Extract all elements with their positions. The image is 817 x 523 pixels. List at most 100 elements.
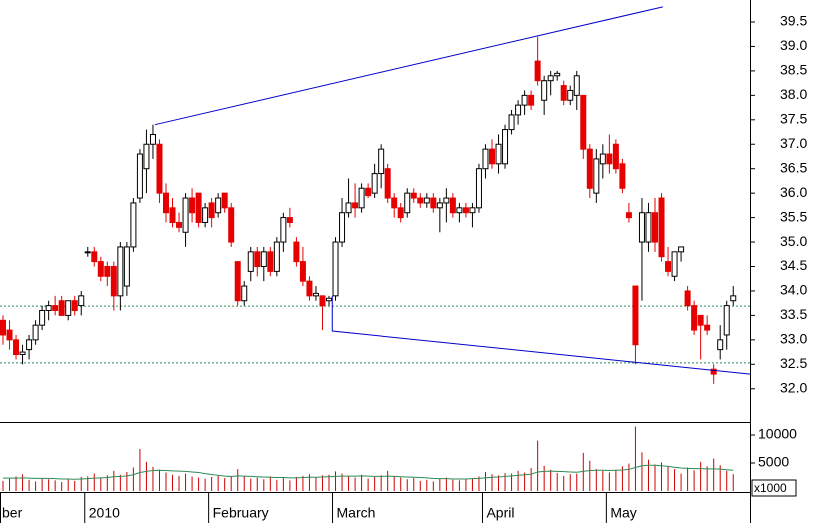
candle-body xyxy=(195,192,202,223)
candle-body xyxy=(606,153,613,165)
candle-body xyxy=(332,241,339,297)
candle-body xyxy=(208,202,215,219)
trendline xyxy=(154,6,663,126)
candle-body xyxy=(671,251,678,277)
candle-body xyxy=(365,187,372,197)
candle-body xyxy=(469,207,476,214)
candle-body xyxy=(534,60,541,82)
candle-body xyxy=(84,251,91,254)
y-tick-label: 34.0 xyxy=(780,282,807,298)
candle-body xyxy=(71,300,78,312)
candle-body xyxy=(352,202,359,209)
volume-unit: x1000 xyxy=(754,481,787,495)
candle-body xyxy=(371,173,378,194)
candle-body xyxy=(586,148,593,189)
candle-body xyxy=(58,300,65,316)
x-tick-label: February xyxy=(213,505,269,521)
candle-body xyxy=(45,305,52,312)
y-tick-label: 39.0 xyxy=(780,37,807,53)
candle-body xyxy=(176,221,183,228)
candle-body xyxy=(632,285,639,346)
candle-body xyxy=(391,197,398,209)
candle-body xyxy=(345,202,352,214)
candle-body xyxy=(78,295,85,307)
candle-body xyxy=(462,207,469,214)
candle-body xyxy=(515,104,522,116)
candle-body xyxy=(730,295,737,302)
candle-body xyxy=(13,339,20,356)
candle-body xyxy=(684,290,691,307)
candle-body xyxy=(182,197,189,233)
candle-body xyxy=(378,148,385,175)
unit-box xyxy=(751,479,797,497)
candle-body xyxy=(482,148,489,170)
candle-body xyxy=(91,251,98,263)
y-tick-label: 32.0 xyxy=(780,379,807,395)
candle-body xyxy=(580,94,587,150)
candle-body xyxy=(612,143,619,170)
candle-body xyxy=(0,319,6,336)
candle-body xyxy=(404,192,411,214)
x-tick-label: ber xyxy=(2,505,23,521)
candle-body xyxy=(32,324,39,341)
candle-body xyxy=(293,241,300,263)
candle-body xyxy=(430,197,437,209)
candle-body xyxy=(19,351,26,356)
y-tick-label: 33.5 xyxy=(780,306,807,322)
candle-body xyxy=(267,251,274,272)
candle-body xyxy=(560,85,567,101)
y-tick-label: 38.5 xyxy=(780,62,807,78)
candle-body xyxy=(625,212,632,219)
candle-body xyxy=(280,217,287,243)
candle-body xyxy=(475,168,482,209)
candle-body xyxy=(136,153,143,199)
candle-body xyxy=(6,329,13,341)
y-tick-label: 35.5 xyxy=(780,208,807,224)
candle-body xyxy=(215,197,222,214)
candle-body xyxy=(326,297,332,302)
candle-body xyxy=(723,305,730,336)
candle-body xyxy=(489,148,495,165)
candle-body xyxy=(717,339,724,351)
candle-body xyxy=(110,266,117,297)
candle-body xyxy=(528,94,535,106)
candle-body xyxy=(228,207,235,243)
trendline xyxy=(331,295,751,375)
candle-body xyxy=(638,212,645,243)
candle-body xyxy=(599,153,606,165)
candle-body xyxy=(384,168,391,199)
candle-body xyxy=(456,207,463,214)
candle-body xyxy=(410,192,417,199)
candle-body xyxy=(260,251,267,268)
candle-body xyxy=(665,261,672,272)
candle-body xyxy=(358,187,365,209)
x-tick-label: April xyxy=(486,505,514,521)
candle-body xyxy=(397,207,404,219)
candle-body xyxy=(65,300,72,316)
candle-body xyxy=(521,94,528,106)
candle-body xyxy=(652,212,658,243)
candle-body xyxy=(704,324,711,331)
candle-body xyxy=(502,129,509,165)
candle-body xyxy=(299,261,306,282)
candle-body xyxy=(449,197,456,214)
candle-body xyxy=(254,251,261,268)
candle-body xyxy=(339,212,346,243)
candle-body xyxy=(443,197,450,204)
candle-body xyxy=(123,246,130,287)
candle-body xyxy=(221,192,228,209)
candle-body xyxy=(104,266,111,277)
candle-body xyxy=(541,80,548,101)
candle-body xyxy=(97,261,104,277)
candle-body xyxy=(143,143,150,170)
candle-body xyxy=(658,197,665,258)
candle-body xyxy=(52,305,59,312)
y-tick-label: 39.5 xyxy=(780,13,807,29)
candle-body xyxy=(202,207,209,223)
candle-body xyxy=(169,207,176,223)
y-tick-label: 38.0 xyxy=(780,86,807,102)
x-tick-label: March xyxy=(337,505,376,521)
candle-body xyxy=(495,143,502,165)
candle-body xyxy=(593,158,600,194)
